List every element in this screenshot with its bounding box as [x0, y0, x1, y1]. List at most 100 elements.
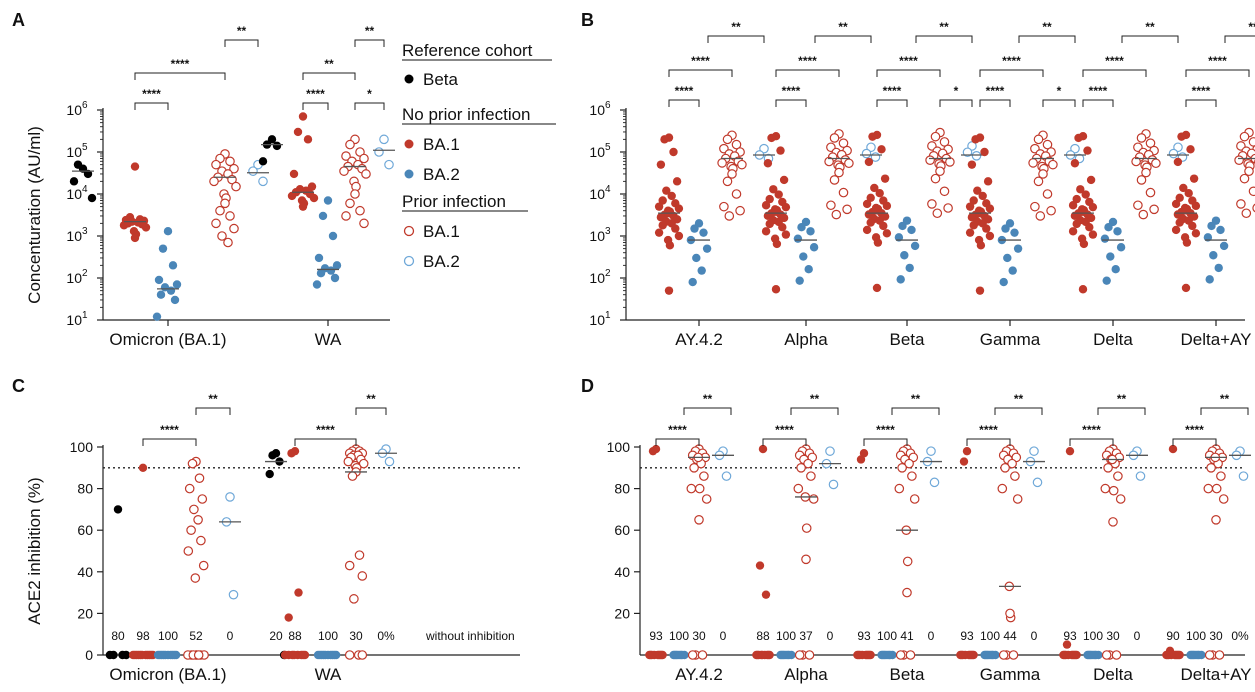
- panel-b-point-gamma-no-prior-ba-2: [1008, 266, 1017, 275]
- panel-d-point-alpha-prior-ba2: [828, 479, 839, 490]
- panel-b-bracket-delta-2-label: ****: [1105, 54, 1124, 68]
- panel-c-point-wa-no-prior-ba-1: [284, 613, 293, 622]
- panel-b-point-delta-no-prior-ba-1: [1072, 219, 1081, 229]
- panel-c-y-tick: 60: [77, 522, 93, 538]
- panel-b-point-delta-ay-prior-ba-1: [1239, 173, 1250, 184]
- panel-b-point-alpha-prior-ba-1: [844, 158, 854, 169]
- panel-b-point-ay-4-2-no-prior-ba-1: [669, 147, 678, 157]
- panel-b-point-beta-no-prior-ba-1: [875, 189, 884, 198]
- panel-b-point-beta-no-prior-ba-2: [905, 263, 914, 273]
- panel-b-point-alpha-no-prior-ba-1: [781, 202, 791, 212]
- panel-b-point-delta-ay-prior-ba-1: [1236, 199, 1246, 209]
- panel-c-point-wa-no-prior-ba-2: [313, 650, 323, 660]
- panel-b-point-delta-no-prior-ba-2: [1100, 234, 1110, 243]
- panel-c-point-wa-no-prior-ba-1: [289, 650, 299, 660]
- panel-b-point-beta-prior-ba-2: [971, 150, 982, 161]
- panel-c-point-omicron-ba-1-prior-ba-1: [184, 483, 195, 494]
- panel-d-count-alpha-2: 37: [799, 629, 813, 643]
- panel-b-bracket-gamma-extra-label: *: [1057, 84, 1062, 98]
- panel-a-point-wa-prior-ba-2: [384, 159, 394, 170]
- panel-d-point-delta-prior-ba1: [1100, 483, 1111, 494]
- panel-a-y-tick: 103: [66, 226, 88, 244]
- panel-c-bracket-0: [142, 438, 197, 446]
- legend-heading-no-prior: No prior infection: [402, 105, 531, 124]
- panel-b-point-alpha-no-prior-ba-2: [797, 223, 806, 232]
- panel-b-point-gamma-prior-ba-1: [1038, 169, 1048, 179]
- panel-b-point-beta-no-prior-ba-1: [870, 183, 879, 193]
- panel-a-bracket-0-label: ****: [142, 87, 161, 101]
- panel-a-point-wa-no-prior-ba-1: [298, 112, 308, 121]
- panel-d-point-beta-prior-ba1: [894, 483, 905, 494]
- legend-marker-no-prior-ba1: [404, 139, 414, 149]
- panel-b-point-delta-ay-no-prior-ba-1: [1175, 193, 1184, 202]
- panel-b-point-alpha-prior-ba-1: [838, 138, 849, 149]
- panel-d-point-delta-ay-no-prior-ba1: [1175, 650, 1184, 660]
- panel-d-count-beta-0: 93: [857, 629, 871, 643]
- panel-a-point-omicron-ba-1-no-prior-ba-2: [172, 280, 182, 289]
- panel-b-point-delta-no-prior-ba-1: [1078, 285, 1088, 294]
- panel-a-point-omicron-ba-1-no-prior-ba-2: [168, 261, 178, 270]
- panel-b-point-alpha-no-prior-ba-1: [774, 190, 783, 199]
- panel-b-point-beta-no-prior-ba-1: [862, 225, 872, 235]
- panel-b-point-ay-4-2-prior-ba-1: [719, 201, 729, 212]
- panel-c-point-omicron-ba-1-prior-ba-1: [193, 650, 204, 660]
- panel-d-point-delta-prior-ba1: [1111, 650, 1122, 660]
- panel-d-point-delta-ay-prior-ba2: [1238, 471, 1249, 481]
- panel-b-point-delta-ay-prior-ba-1: [1248, 186, 1255, 197]
- panel-a-point-omicron-ba-1-prior-ba-1: [225, 156, 235, 167]
- legend-marker-beta: [404, 74, 414, 84]
- panel-b-point-alpha-no-prior-ba-1: [781, 230, 791, 239]
- panel-c-point-omicron-ba-1-prior-ba-1: [189, 504, 199, 515]
- panel-b-bracket-beta-3: [915, 35, 973, 43]
- legend-heading-prior: Prior infection: [402, 192, 506, 211]
- panel-b-point-beta-no-prior-ba-1: [873, 238, 883, 247]
- panel-a-point-wa-no-prior-ba-2: [316, 269, 326, 278]
- panel-c-point-wa-prior-ba-1: [349, 594, 359, 604]
- panel-a-point-omicron-ba-1-beta: [87, 193, 97, 203]
- panel-d-x-label-delta: Delta: [1093, 665, 1133, 684]
- panel-b-point-gamma-no-prior-ba-1: [975, 286, 985, 295]
- panel-c-point-wa-no-prior-ba-1: [300, 650, 310, 660]
- panel-b-point-delta-prior-ba-1: [1149, 204, 1159, 215]
- panel-a-bracket-4-label: *: [367, 87, 372, 101]
- panel-b-point-beta-no-prior-ba-1: [882, 201, 892, 211]
- panel-b-point-delta-ay-no-prior-ba-2: [1207, 221, 1216, 231]
- panel-d-point-alpha-prior-ba1: [804, 650, 815, 660]
- panel-b-point-beta-prior-ba-1: [945, 157, 955, 167]
- panel-d-count-ay-4-2-2: 30: [692, 629, 706, 643]
- panel-d-bracket-ay-4-2-2: [683, 407, 732, 415]
- panel-c-count-omicron-ba-1-0: 80: [111, 629, 125, 643]
- panel-d-point-delta-ay-prior-ba1: [1216, 471, 1226, 481]
- panel-d-count-delta-ay-1: 100: [1186, 629, 1206, 643]
- panel-d-point-beta-prior-ba1: [909, 494, 920, 504]
- panel-b-point-ay-4-2-no-prior-ba-1: [656, 160, 666, 169]
- panel-d-point-gamma-prior-ba1: [1012, 494, 1023, 504]
- panel-b-point-beta-prior-ba-1: [930, 131, 941, 142]
- panel-d-count-delta-3: 0: [1134, 629, 1141, 643]
- panel-b-point-delta-ay-no-prior-ba-1: [1182, 238, 1192, 247]
- panel-b-point-alpha-no-prior-ba-1: [776, 146, 785, 155]
- panel-a-point-wa-prior-ba-1: [355, 205, 365, 216]
- panel-b-bracket-beta-extra-label: *: [954, 84, 959, 98]
- panel-c-y-tick: 20: [77, 605, 93, 621]
- panel-b-point-alpha-prior-ba-1: [838, 187, 849, 198]
- panel-c-point-omicron-ba-1-no-prior-ba-1: [137, 650, 147, 660]
- panel-b-point-beta-no-prior-ba-1: [866, 218, 875, 227]
- panel-d-point-gamma-prior-ba2: [1032, 477, 1043, 488]
- panel-b-bracket-delta-1: [1082, 99, 1114, 107]
- panel-b-point-delta-ay-no-prior-ba-1: [1191, 229, 1201, 238]
- panel-a-bracket-2: [224, 39, 259, 47]
- panel-d-point-ay-4-2-prior-ba1: [694, 483, 705, 494]
- panel-a-point-wa-beta: [258, 157, 268, 166]
- panel-d-point-delta-prior-ba2: [1135, 471, 1146, 481]
- panel-b-point-beta-no-prior-ba-2: [910, 241, 920, 251]
- panel-c-point-omicron-ba-1-beta: [113, 505, 123, 514]
- panel-d-point-gamma-prior-ba1: [1005, 608, 1015, 619]
- panel-b-point-ay-4-2-no-prior-ba-1: [654, 228, 664, 237]
- panel-b-point-beta-prior-ba-1: [930, 173, 941, 184]
- panel-a-point-wa-no-prior-ba-2: [328, 231, 338, 241]
- panel-d-y-tick: 80: [614, 481, 630, 497]
- legend-label-beta: Beta: [423, 70, 459, 89]
- panel-c-point-omicron-ba-1-beta: [121, 650, 131, 660]
- legend-marker-prior-ba1: [403, 225, 415, 237]
